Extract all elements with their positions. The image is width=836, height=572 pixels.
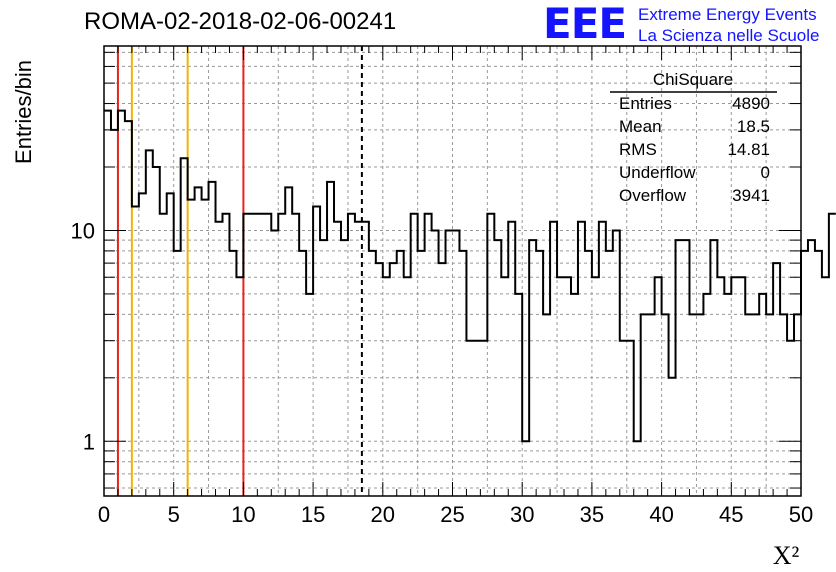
y-tick-label: 10 bbox=[71, 218, 95, 243]
axis-ticks bbox=[103, 46, 802, 496]
stats-label: Underflow bbox=[619, 163, 696, 182]
stats-box: ChiSquare Entries 4890 Mean 18.5 RMS 14.81 Und… bbox=[610, 70, 777, 205]
marker-lines bbox=[116, 46, 363, 496]
stats-value: 0 bbox=[761, 163, 770, 182]
x-tick-label: 50 bbox=[789, 502, 813, 527]
stats-name: ChiSquare bbox=[653, 70, 733, 89]
y-tick-label: 1 bbox=[83, 429, 95, 454]
stats-value: 3941 bbox=[732, 186, 770, 205]
logo-line-1: Extreme Energy Events bbox=[638, 5, 817, 24]
stats-label: RMS bbox=[619, 140, 657, 159]
grid bbox=[103, 46, 802, 496]
x-tick-label: 40 bbox=[649, 502, 673, 527]
stats-value: 18.5 bbox=[737, 117, 770, 136]
stats-label: Entries bbox=[619, 94, 672, 113]
logo-mark: EEE bbox=[543, 0, 627, 48]
x-tick-label: 10 bbox=[231, 502, 255, 527]
logo-line-2: La Scienza nelle Scuole bbox=[638, 26, 820, 45]
x-tick-label: 15 bbox=[301, 502, 325, 527]
stats-value: 4890 bbox=[732, 94, 770, 113]
eee-logo: EEE Extreme Energy Events La Scienza nel… bbox=[543, 2, 833, 46]
stats-label: Mean bbox=[619, 117, 662, 136]
x-tick-label: 45 bbox=[719, 502, 743, 527]
stats-label: Overflow bbox=[619, 186, 687, 205]
plot-frame bbox=[103, 45, 802, 497]
tick-labels: 0 5 10 15 20 25 30 35 40 45 50 1 10 bbox=[71, 218, 814, 527]
x-axis-label: X² bbox=[773, 541, 800, 570]
stats-value: 14.81 bbox=[727, 140, 770, 159]
stats-rows: Entries 4890 Mean 18.5 RMS 14.81 Underflow 0 Ove… bbox=[619, 94, 770, 205]
chart-title: ROMA-02-2018-02-06-00241 bbox=[84, 8, 397, 35]
x-tick-label: 30 bbox=[510, 502, 534, 527]
x-tick-label: 5 bbox=[168, 502, 180, 527]
x-tick-label: 0 bbox=[98, 502, 110, 527]
x-tick-label: 35 bbox=[580, 502, 604, 527]
histogram-outline bbox=[104, 109, 836, 443]
x-tick-label: 20 bbox=[371, 502, 395, 527]
y-axis-label: Entries/bin bbox=[11, 60, 36, 164]
x-tick-label: 25 bbox=[440, 502, 464, 527]
